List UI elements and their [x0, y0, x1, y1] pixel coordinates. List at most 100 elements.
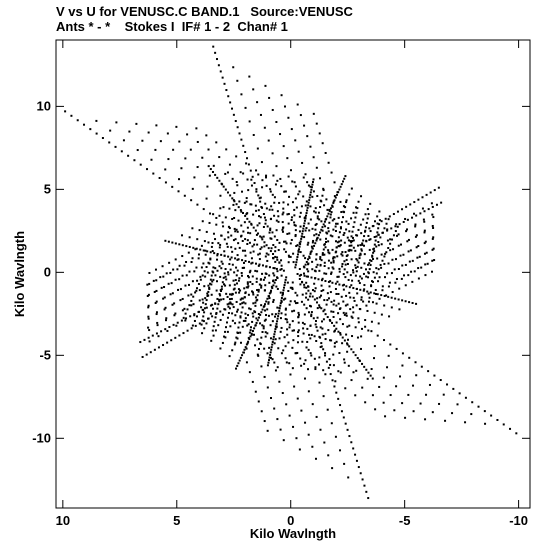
data-point [223, 238, 226, 241]
data-point [311, 260, 314, 263]
data-point [244, 312, 247, 315]
data-point [272, 284, 275, 287]
data-point [193, 314, 196, 317]
data-point [320, 345, 323, 348]
data-point [311, 295, 314, 298]
data-point [166, 132, 169, 135]
data-point [244, 317, 247, 320]
data-point [248, 338, 251, 341]
data-point [373, 220, 376, 223]
data-point [228, 298, 231, 301]
data-point [101, 137, 104, 140]
data-point [338, 188, 341, 191]
data-point [209, 212, 212, 215]
data-point [268, 359, 271, 362]
data-point [358, 254, 361, 257]
data-point [307, 390, 310, 393]
data-point [344, 175, 347, 178]
data-point [269, 337, 272, 340]
data-point [190, 304, 193, 307]
data-point [254, 344, 257, 347]
data-point [322, 395, 325, 398]
data-point [280, 264, 283, 267]
data-point [302, 272, 305, 275]
data-point [442, 393, 445, 396]
data-point [247, 314, 250, 317]
data-point [261, 272, 264, 275]
data-point [264, 255, 267, 258]
data-point [329, 373, 332, 376]
data-point [95, 132, 98, 135]
data-point [420, 365, 423, 368]
data-point [470, 413, 473, 416]
data-point [236, 254, 239, 257]
data-point [254, 296, 257, 299]
data-point [387, 295, 390, 298]
data-point [287, 175, 290, 178]
data-point [288, 326, 291, 329]
data-point [262, 225, 265, 228]
data-point [252, 88, 255, 91]
data-point [337, 330, 340, 333]
data-point [238, 200, 241, 203]
data-point [356, 336, 359, 339]
data-point [176, 321, 179, 324]
data-point [209, 304, 212, 307]
y-axis-label: Kilo Wavlngth [12, 231, 27, 317]
data-point [352, 246, 355, 249]
data-point [237, 326, 240, 329]
data-point [254, 390, 257, 393]
data-point [369, 202, 372, 205]
data-point [204, 249, 207, 252]
data-point [247, 285, 250, 288]
data-point [311, 403, 314, 406]
data-point [276, 418, 279, 421]
data-point [238, 132, 241, 135]
data-point [189, 148, 192, 151]
data-point [234, 247, 237, 250]
data-point [314, 228, 317, 231]
data-point [147, 304, 150, 307]
data-point [328, 285, 331, 288]
data-point [188, 245, 191, 248]
data-point [425, 251, 428, 254]
data-point [228, 293, 231, 296]
data-point [376, 215, 379, 218]
data-point [432, 216, 435, 219]
data-point [361, 243, 364, 246]
data-point [212, 307, 215, 310]
data-point [298, 241, 301, 244]
data-point [227, 271, 230, 274]
data-point [272, 252, 275, 255]
data-point [351, 279, 354, 282]
data-point [265, 174, 268, 177]
data-point [446, 383, 449, 386]
data-point [254, 304, 257, 307]
data-point [181, 274, 184, 277]
data-point [295, 245, 298, 248]
data-point [378, 210, 381, 213]
data-point [432, 236, 435, 239]
data-point [345, 314, 348, 317]
data-point [250, 203, 253, 206]
data-point [433, 189, 436, 192]
data-point [326, 208, 329, 211]
data-point [256, 224, 259, 227]
data-point [348, 244, 351, 247]
data-point [321, 252, 324, 255]
data-point [471, 401, 474, 404]
data-point [221, 341, 224, 344]
data-point [367, 329, 370, 332]
data-point [444, 419, 447, 422]
data-point [303, 283, 306, 286]
data-point [236, 184, 239, 187]
data-point [231, 349, 234, 352]
data-point [392, 248, 395, 251]
data-point [223, 82, 226, 85]
data-point [290, 216, 293, 219]
data-point [164, 319, 167, 322]
data-point [354, 394, 357, 397]
data-point [302, 176, 305, 179]
data-point [322, 248, 325, 251]
data-point [296, 301, 299, 304]
